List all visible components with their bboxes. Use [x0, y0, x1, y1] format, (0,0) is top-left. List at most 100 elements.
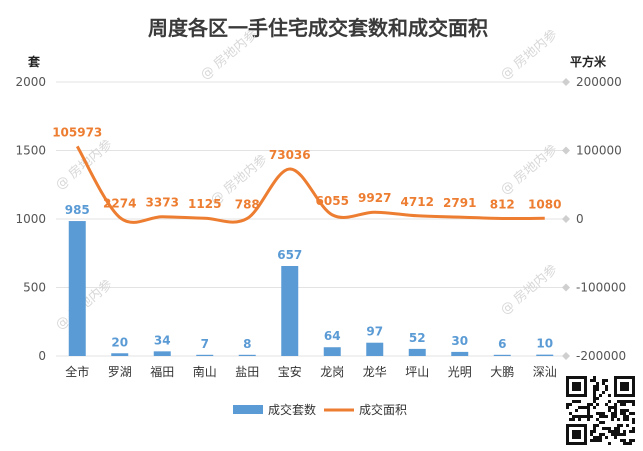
watermark-text: @ 房地内参 [52, 136, 115, 193]
qr-module [593, 427, 596, 430]
left-tick-label: 2000 [15, 75, 46, 89]
bar [238, 354, 256, 356]
qr-module [611, 406, 614, 409]
qr-module [629, 442, 632, 445]
bar-data-label: 30 [451, 334, 468, 348]
left-tick-label: 500 [23, 281, 46, 295]
right-axis-unit: 平方米 [570, 54, 607, 69]
qr-module [590, 415, 593, 418]
qr-module [605, 403, 608, 406]
bar-data-label: 64 [324, 329, 341, 343]
watermark-text: @ 房地内参 [497, 26, 560, 83]
legend-swatch-bar [233, 405, 263, 414]
qr-module [623, 442, 626, 445]
chart-title: 周度各区一手住宅成交套数和成交面积 [148, 16, 488, 40]
qr-module [590, 433, 593, 436]
qr-module [632, 430, 635, 433]
qr-module [623, 400, 626, 403]
qr-module [605, 379, 608, 382]
qr-module [614, 415, 617, 418]
qr-module [617, 418, 620, 421]
qr-module [566, 403, 569, 406]
bar-series [68, 221, 554, 356]
left-axis-ticks: 0 500 1000 1500 2000 [15, 75, 46, 363]
category-label: 福田 [150, 364, 174, 379]
qr-module [602, 391, 605, 394]
qr-module [590, 379, 593, 382]
qr-finder-core [572, 430, 581, 439]
qr-module [617, 424, 620, 427]
qr-module [593, 391, 596, 394]
left-tick-label: 1000 [15, 212, 46, 226]
qr-module [632, 418, 635, 421]
legend-label-bar: 成交套数 [268, 402, 316, 417]
line-series [75, 145, 545, 224]
line-data-label: 1080 [528, 197, 561, 211]
qr-module [608, 430, 611, 433]
qr-module [572, 415, 575, 418]
qr-module [578, 418, 581, 421]
qr-finder-core [620, 382, 629, 391]
qr-module [620, 439, 623, 442]
qr-module [593, 385, 596, 388]
bar [153, 351, 171, 356]
category-label: 龙华 [363, 365, 387, 379]
category-label: 全市 [65, 364, 89, 379]
qr-module [614, 412, 617, 415]
qr-module [608, 394, 611, 397]
bar-data-label: 6 [498, 337, 506, 351]
qr-module [566, 406, 569, 409]
qr-module [590, 403, 593, 406]
qr-module [623, 415, 626, 418]
bar-data-label: 97 [366, 325, 383, 339]
qr-module [605, 388, 608, 391]
bar-data-label: 657 [277, 248, 302, 262]
bar [68, 221, 86, 356]
line-data-label: 2274 [103, 196, 136, 210]
qr-module [599, 415, 602, 418]
qr-module [587, 418, 590, 421]
qr-module [623, 433, 626, 436]
bar-data-label: 52 [409, 331, 426, 345]
qr-module [608, 400, 611, 403]
qr-module [614, 409, 617, 412]
qr-module [593, 424, 596, 427]
qr-module [593, 394, 596, 397]
qr-module [608, 409, 611, 412]
category-label: 深汕 [533, 365, 557, 379]
qr-module [584, 415, 587, 418]
qr-module [599, 433, 602, 436]
right-tick-label: 100000 [576, 144, 622, 158]
bar-data-label: 985 [65, 203, 90, 217]
qr-module [590, 439, 593, 442]
line-data-label: 3373 [146, 196, 179, 210]
qr-module [632, 439, 635, 442]
qr-module [596, 418, 599, 421]
right-tick-marker [562, 283, 570, 292]
line-path [75, 145, 545, 224]
qr-module [599, 421, 602, 424]
qr-module [593, 376, 596, 379]
right-tick-marker [562, 352, 570, 360]
category-label: 南山 [193, 364, 217, 379]
qr-module [614, 430, 617, 433]
line-data-label: 105973 [52, 125, 102, 139]
qr-module [626, 418, 629, 421]
line-data-label: 6055 [316, 194, 349, 208]
legend-label-line: 成交面积 [359, 402, 407, 417]
category-label: 坪山 [405, 365, 429, 379]
qr-module [599, 412, 602, 415]
qr-module [620, 424, 623, 427]
qr-module [569, 403, 572, 406]
category-label: 罗湖 [108, 364, 132, 379]
qr-module [587, 403, 590, 406]
category-label: 光明 [448, 365, 472, 379]
qr-module [629, 412, 632, 415]
qr-module [596, 397, 599, 400]
gridlines [56, 81, 566, 357]
qr-module [617, 430, 620, 433]
line-data-label: 73036 [269, 148, 311, 162]
legend: 成交套数 成交面积 [233, 402, 407, 417]
qr-module [611, 418, 614, 421]
